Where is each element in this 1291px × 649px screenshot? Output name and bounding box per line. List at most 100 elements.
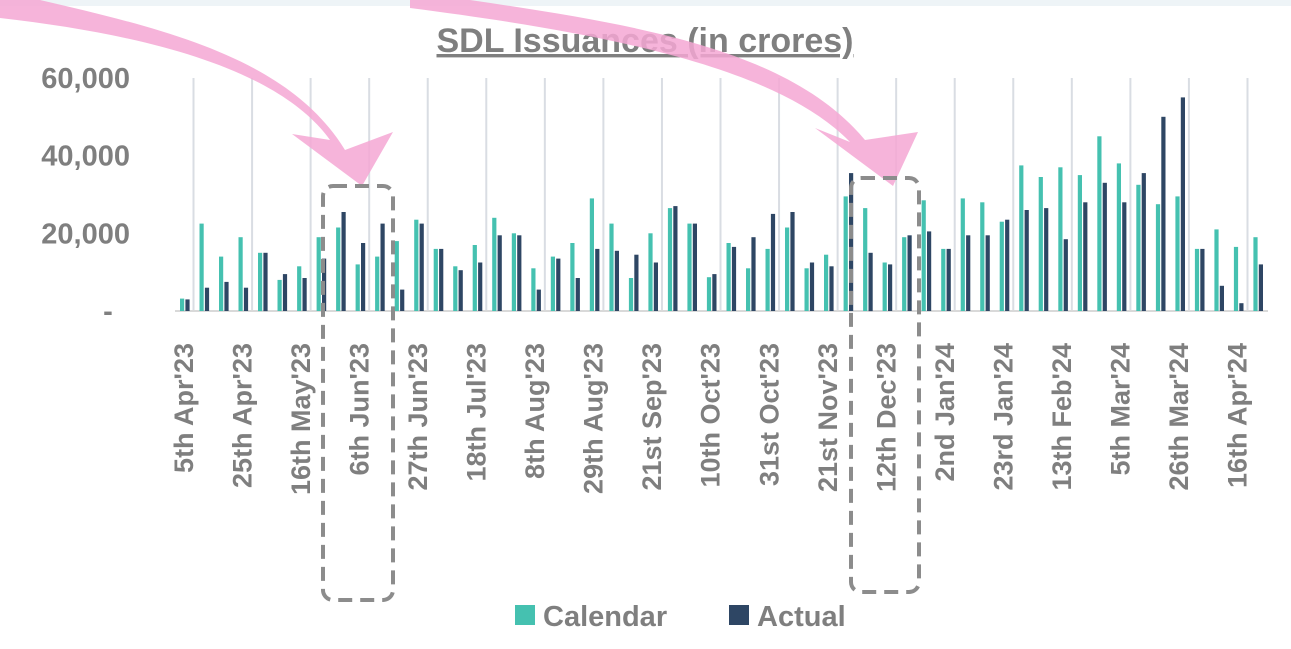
bar-calendar [785,227,790,311]
highlight-box-dec [849,176,921,594]
bar-calendar [648,233,653,311]
bar-calendar [824,254,829,311]
bar-actual [536,289,541,311]
bar-actual [868,252,873,312]
bar-calendar [316,237,321,311]
x-tick-label: 27th Jun'23 [403,343,433,490]
bar-actual [966,235,971,311]
bar-actual [556,258,561,311]
bar-calendar [667,208,673,311]
bar-calendar [1116,163,1121,311]
x-tick-label: 29th Aug'23 [579,343,609,494]
bar-calendar [1155,204,1161,311]
bar-calendar [258,252,263,312]
bar-calendar [1194,248,1200,311]
bar-calendar [238,237,243,311]
x-tick-label: 2nd Jan'24 [930,343,960,481]
bar-actual [1161,116,1166,311]
bar-actual [282,274,288,311]
bar-calendar [1214,229,1219,311]
bar-actual [1102,182,1107,311]
bar-calendar [570,243,575,311]
bar-actual [341,212,346,311]
bar-actual [1005,219,1010,311]
legend-swatch-actual [729,605,749,625]
bar-actual [809,262,815,311]
x-axis-ticks: 5th Apr'23 25th Apr'23 16th May'23 6th Jun'… [169,343,1253,495]
bar-actual [888,264,893,311]
bar-calendar [1038,177,1043,311]
bar-calendar [1019,165,1024,311]
bar-calendar [453,266,458,311]
bar-calendar [726,243,731,311]
bar-calendar [492,217,497,311]
x-tick-label: 16th May'23 [286,343,316,495]
bar-actual [790,212,795,311]
bar-actual [927,231,932,311]
x-tick-label: 5th Apr'23 [169,343,199,473]
bar-calendar [1058,167,1063,311]
x-tick-label: 5th Mar'24 [1106,343,1136,475]
bar-actual [751,237,756,311]
bar-actual [1044,208,1049,311]
bar-calendar [628,278,634,311]
bar-actual [1122,202,1127,311]
x-tick-label: 26th Mar'24 [1164,343,1194,491]
legend-label-actual: Actual [757,601,846,633]
bar-calendar [706,277,712,311]
bar-calendar [336,227,341,311]
y-tick-label: 60,000 [41,63,130,95]
legend: Calendar Actual [515,601,846,633]
bar-calendar [765,248,770,311]
bar-calendar [941,248,946,311]
bar-actual [1200,248,1205,311]
bar-actual [653,262,658,311]
x-tick-label: 31st Oct'23 [754,343,784,486]
bar-actual [770,213,776,311]
bar-actual [361,243,366,311]
x-tick-label: 21st Nov'23 [813,343,843,492]
bar-actual [439,248,444,311]
bar-calendar [921,200,926,311]
bar-calendar [375,256,380,311]
annotation-arrow-right [410,0,918,186]
bar-actual [1219,285,1224,311]
bar-actual [458,270,463,311]
top-strip [0,0,1291,6]
x-tick-label: 13th Feb'24 [1047,343,1077,490]
bar-calendar [511,233,516,311]
bar-calendar [589,198,594,311]
y-tick-label: 40,000 [41,141,130,173]
bar-actual [478,262,483,311]
bar-actual [263,252,268,312]
gridlines [192,78,1249,311]
bar-calendar [999,221,1004,311]
bar-actual [634,254,639,311]
bar-actual [302,278,307,311]
bar-calendar [1175,196,1180,311]
bar-calendar [902,237,907,311]
x-tick-label: 21st Sep'23 [637,343,667,491]
bar-calendar [550,256,555,311]
bar-actual [204,287,210,311]
bar-actual [185,299,190,311]
y-tick-label: 20,000 [41,218,130,250]
annotation-arrow-left [0,0,393,186]
legend-swatch-calendar [515,605,535,625]
bar-actual [517,235,522,311]
bar-actual [497,235,502,311]
bar-calendar [297,266,302,311]
x-tick-label: 12th Dec'23 [871,343,901,492]
bar-calendar [1253,237,1258,311]
x-tick-label: 16th Apr'24 [1223,343,1253,488]
bar-actual [1063,239,1068,311]
x-tick-label: 10th Oct'23 [696,343,726,487]
bar-actual [575,278,580,311]
bar-actual [985,235,990,311]
bar-actual [692,223,697,311]
x-tick-label: 25th Apr'23 [227,343,257,488]
bar-calendar [355,264,360,311]
bar-actual [380,223,385,311]
bar-actual [400,289,405,311]
bar-actual [712,274,717,311]
